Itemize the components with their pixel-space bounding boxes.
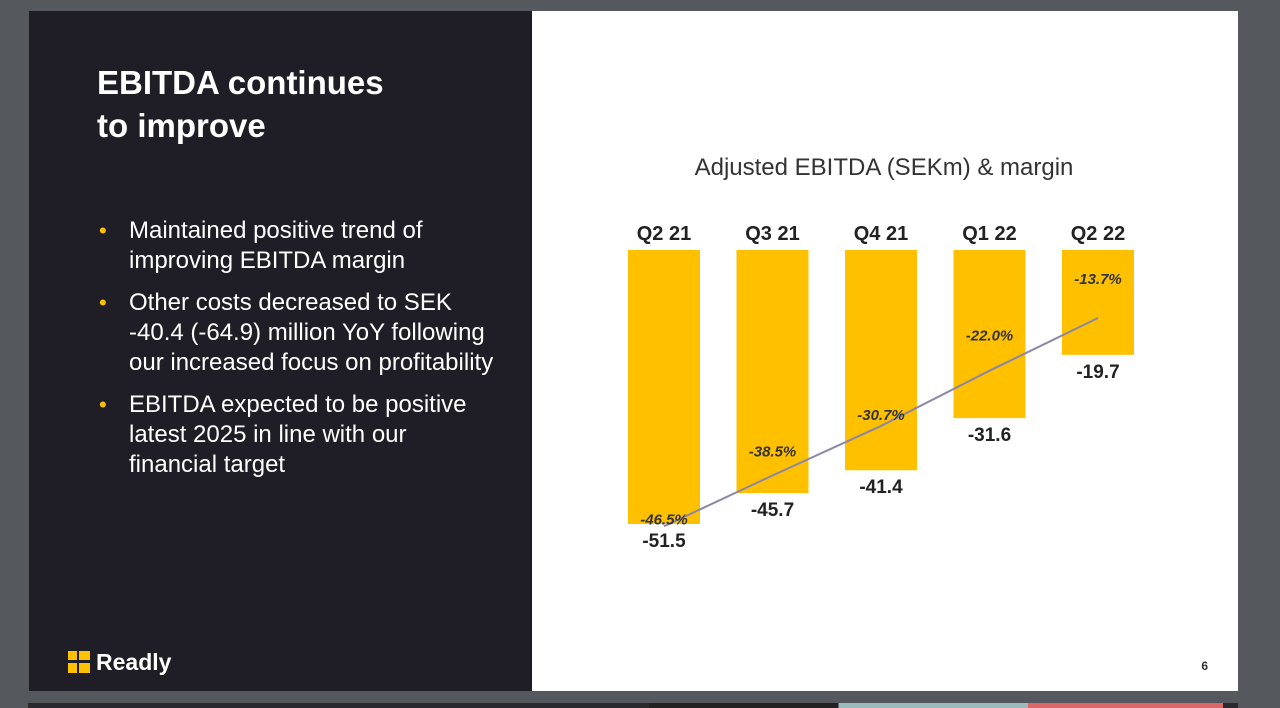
thumbnail-strip	[649, 703, 1223, 708]
bullet-marker: •	[99, 290, 107, 315]
margin-label: -13.7%	[1074, 271, 1122, 288]
margin-label: -22.0%	[966, 328, 1014, 345]
bullet-text: Maintained positive trend of improving E…	[129, 217, 423, 274]
bullet-marker: •	[99, 392, 107, 417]
ebitda-bar	[953, 250, 1026, 419]
category-label: Q4 21	[854, 223, 908, 245]
chart-title: Adjusted EBITDA (SEKm) & margin	[695, 154, 1074, 181]
category-label: Q1 22	[962, 223, 1016, 245]
bullet-marker: •	[99, 218, 107, 243]
bar-value-label: -31.6	[968, 425, 1011, 446]
bar-value-label: -51.5	[642, 531, 686, 552]
category-label: Q2 21	[637, 223, 691, 245]
category-label: Q3 21	[745, 223, 799, 245]
margin-label: -30.7%	[857, 407, 905, 424]
margin-label: -46.5%	[640, 511, 688, 528]
bottom-strip	[28, 703, 1238, 708]
ebitda-bar	[628, 250, 700, 524]
bullet-item: • Other costs decreased to SEK -40.4 (-6…	[97, 288, 497, 378]
slide-title-line-2: to improve	[97, 107, 266, 144]
logo-text: Readly	[96, 648, 172, 675]
ebitda-bar	[736, 250, 809, 494]
slide-title-line-1: EBITDA continues	[97, 64, 384, 101]
margin-label: -38.5%	[749, 443, 797, 460]
slide-title: EBITDA continues to improve	[97, 61, 457, 147]
bullet-text: Other costs decreased to SEK -40.4 (-64.…	[129, 289, 494, 376]
slide-right-panel: Adjusted EBITDA (SEKm) & margin Q2 21 -51…	[532, 11, 1238, 691]
bar-value-label: -45.7	[751, 500, 794, 521]
page-number: 6	[1201, 659, 1208, 673]
bullet-item: • EBITDA expected to be positive latest …	[97, 390, 497, 480]
ebitda-chart: Adjusted EBITDA (SEKm) & margin Q2 21 -51…	[628, 154, 1134, 552]
bar-value-label: -19.7	[1076, 362, 1119, 383]
ebitda-bar	[1062, 250, 1134, 355]
bullet-text: EBITDA expected to be positive latest 20…	[129, 391, 467, 478]
slide-left-panel: EBITDA continues to improve • Maintained…	[29, 11, 532, 691]
bullet-item: • Maintained positive trend of improving…	[97, 216, 497, 276]
readly-logo-icon	[68, 651, 90, 673]
margin-trend-line	[663, 317, 1099, 528]
category-label: Q2 22	[1071, 223, 1125, 245]
bullet-list: • Maintained positive trend of improving…	[97, 216, 497, 492]
readly-logo: Readly	[68, 647, 171, 677]
bar-value-label: -41.4	[859, 477, 903, 498]
ebitda-bar	[845, 250, 917, 471]
